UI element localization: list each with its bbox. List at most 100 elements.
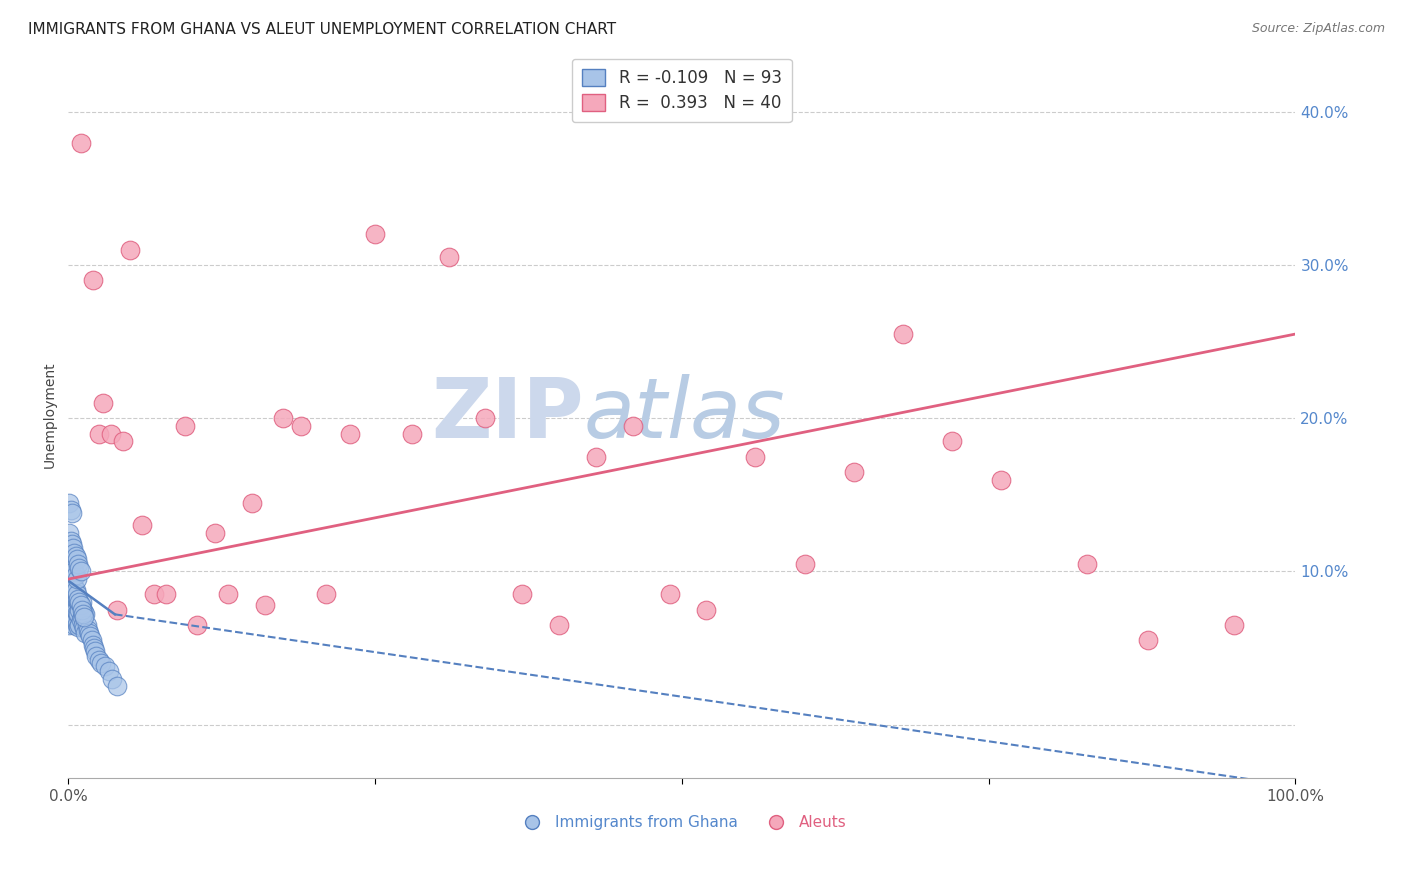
Y-axis label: Unemployment: Unemployment (44, 361, 58, 467)
Point (842, 465, 865, 479)
Point (80, 633, 103, 648)
Point (401, 426, 423, 441)
Point (339, 426, 361, 441)
Point (82, 638, 104, 652)
Point (59, 603, 82, 617)
Point (67, 592, 90, 607)
Point (73, 621, 96, 635)
Point (186, 618, 208, 632)
Point (58, 526, 80, 541)
Point (105, 603, 128, 617)
Point (60, 614, 83, 628)
Point (585, 450, 607, 464)
Point (315, 587, 337, 601)
Point (67, 603, 90, 617)
Point (97, 664, 120, 678)
Point (240, 495, 263, 509)
Point (63, 565, 86, 579)
Point (75, 607, 97, 622)
Point (76, 623, 98, 637)
Point (65, 614, 87, 628)
Point (63, 618, 86, 632)
Point (474, 411, 496, 425)
Point (69, 598, 91, 612)
Point (437, 251, 460, 265)
Point (66, 552, 89, 566)
Point (69, 565, 91, 579)
Point (59, 580, 82, 594)
Text: IMMIGRANTS FROM GHANA VS ALEUT UNEMPLOYMENT CORRELATION CHART: IMMIGRANTS FROM GHANA VS ALEUT UNEMPLOYM… (28, 22, 616, 37)
Point (69, 136, 91, 150)
Legend: Immigrants from Ghana, Aleuts: Immigrants from Ghana, Aleuts (510, 809, 853, 836)
Point (941, 434, 963, 449)
Point (67, 595, 90, 609)
Point (66, 606, 89, 620)
Point (59, 610, 82, 624)
Point (118, 243, 141, 257)
Point (90, 657, 112, 671)
Point (60, 572, 83, 586)
Point (59, 533, 82, 548)
Point (67, 618, 90, 632)
Point (204, 526, 226, 541)
Point (658, 587, 681, 601)
Point (253, 598, 276, 612)
Point (65, 549, 87, 563)
Point (77, 625, 100, 640)
Point (63, 546, 86, 560)
Point (66, 592, 89, 607)
Point (83, 640, 105, 655)
Point (62, 541, 84, 556)
Point (87, 426, 110, 441)
Point (76, 618, 98, 632)
Text: ZIP: ZIP (432, 374, 583, 455)
Point (60, 598, 83, 612)
Point (84, 644, 107, 658)
Point (69, 614, 91, 628)
Point (67, 607, 90, 622)
Point (1076, 557, 1098, 571)
Point (105, 679, 128, 693)
Point (100, 426, 122, 441)
Point (62, 561, 84, 575)
Point (60, 506, 83, 520)
Point (70, 610, 93, 624)
Point (60, 589, 83, 603)
Point (67, 595, 90, 609)
Point (62, 601, 84, 615)
Point (1223, 618, 1246, 632)
Point (65, 603, 87, 617)
Point (72, 603, 94, 617)
Text: atlas: atlas (583, 374, 786, 455)
Point (63, 582, 86, 597)
Point (793, 557, 815, 571)
Point (101, 672, 124, 686)
Point (67, 557, 90, 571)
Point (87, 653, 110, 667)
Point (990, 473, 1012, 487)
Point (131, 518, 153, 533)
Point (63, 580, 86, 594)
Point (58, 580, 80, 594)
Point (65, 592, 87, 607)
Text: Source: ZipAtlas.com: Source: ZipAtlas.com (1251, 22, 1385, 36)
Point (112, 434, 135, 449)
Point (695, 603, 717, 617)
Point (62, 582, 84, 597)
Point (173, 419, 195, 434)
Point (65, 582, 87, 597)
Point (548, 618, 571, 632)
Point (58, 587, 80, 601)
Point (290, 419, 312, 434)
Point (66, 587, 89, 601)
Point (63, 607, 86, 622)
Point (59, 587, 82, 601)
Point (59, 572, 82, 586)
Point (1137, 633, 1160, 648)
Point (69, 598, 91, 612)
Point (72, 618, 94, 632)
Point (67, 561, 90, 575)
Point (217, 587, 239, 601)
Point (66, 572, 89, 586)
Point (59, 552, 82, 566)
